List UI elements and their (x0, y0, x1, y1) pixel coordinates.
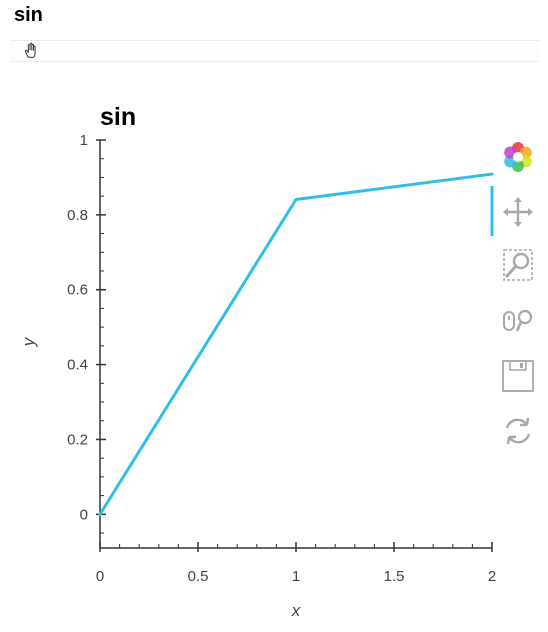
y-tick-label: 0.2 (67, 431, 88, 448)
save-icon[interactable] (502, 360, 534, 392)
x-axis-label: x (291, 601, 301, 620)
y-tick-label: 0.6 (67, 282, 88, 299)
bokeh-logo[interactable] (504, 142, 532, 172)
pan-icon[interactable] (503, 197, 533, 227)
page-title: sin (14, 4, 43, 26)
hand-icon[interactable] (22, 42, 40, 60)
x-tick-label: 0 (96, 568, 104, 585)
plot-toolbar (490, 142, 534, 445)
x-tick-label: 1 (292, 568, 300, 585)
y-tick-label: 0.8 (67, 207, 88, 224)
y-tick-label: 0.4 (67, 357, 88, 374)
y-tick-label: 1 (80, 132, 88, 149)
chart-title: sin (100, 103, 136, 131)
x-tick-label: 0.5 (188, 568, 209, 585)
zoom-box-icon[interactable] (503, 249, 533, 281)
y-axis-label: y (19, 336, 38, 347)
series-line (98, 172, 494, 516)
y-tick-label: 0 (80, 506, 88, 523)
top-toolbar (10, 40, 540, 62)
reset-icon[interactable] (505, 417, 531, 445)
x-tick-label: 1.5 (384, 568, 405, 585)
x-tick-label: 2 (488, 568, 496, 585)
wheel-zoom-icon[interactable] (503, 309, 533, 332)
